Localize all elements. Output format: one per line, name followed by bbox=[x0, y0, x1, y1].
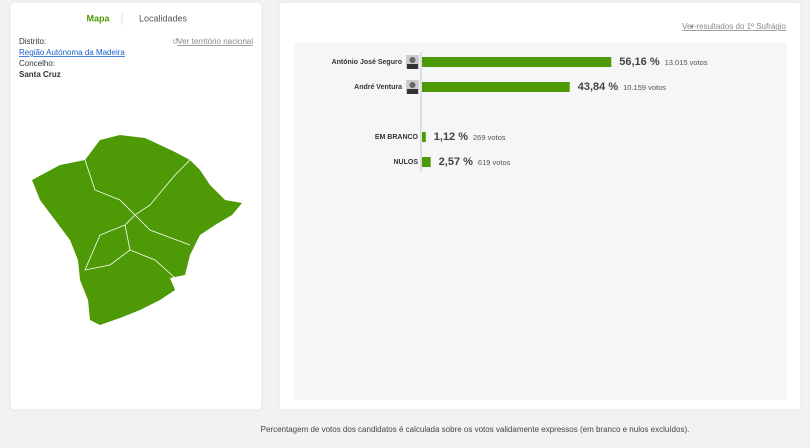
bar bbox=[422, 82, 570, 92]
category-label: André Ventura bbox=[354, 84, 402, 91]
photo bbox=[406, 80, 419, 94]
category-label: NULOS bbox=[394, 159, 419, 166]
value-label: 56,16 % bbox=[619, 56, 660, 68]
bar bbox=[422, 57, 612, 67]
footer-note: Percentagem de votos dos candidatos é ca… bbox=[261, 425, 690, 434]
municipality-label: Concelho: bbox=[19, 59, 55, 68]
tab[interactable]: Mapa bbox=[86, 13, 110, 23]
votes-label: 619 votos bbox=[478, 158, 511, 167]
reset-link[interactable]: Ver território nacional bbox=[177, 37, 253, 46]
results-link[interactable]: Ver resultados do 1º Sufrágio bbox=[682, 22, 786, 31]
back-icon: ⇠ bbox=[690, 22, 697, 31]
map-region[interactable] bbox=[32, 135, 242, 325]
bar bbox=[422, 132, 426, 142]
votes-label: 10.159 votos bbox=[623, 83, 666, 92]
district-label: Distrito: bbox=[19, 37, 46, 46]
map[interactable] bbox=[32, 135, 242, 325]
photo bbox=[406, 55, 419, 69]
map-border bbox=[84, 224, 131, 271]
reset-icon: ↺ bbox=[172, 37, 179, 46]
value-label: 1,12 % bbox=[434, 131, 468, 143]
votes-label: 269 votos bbox=[473, 133, 506, 142]
bar bbox=[422, 157, 431, 167]
category-label: EM BRANCO bbox=[375, 134, 419, 141]
value-label: 2,57 % bbox=[439, 156, 473, 168]
category-label: António José Seguro bbox=[332, 59, 402, 66]
district-link[interactable]: Região Autónoma da Madeira bbox=[19, 48, 125, 57]
municipality: Santa Cruz bbox=[19, 70, 61, 79]
map-border bbox=[134, 214, 191, 246]
chart-area bbox=[294, 42, 787, 400]
votes-label: 13.015 votos bbox=[665, 58, 708, 67]
tab[interactable]: Localidades bbox=[139, 13, 188, 23]
value-label: 43,84 % bbox=[578, 81, 619, 93]
